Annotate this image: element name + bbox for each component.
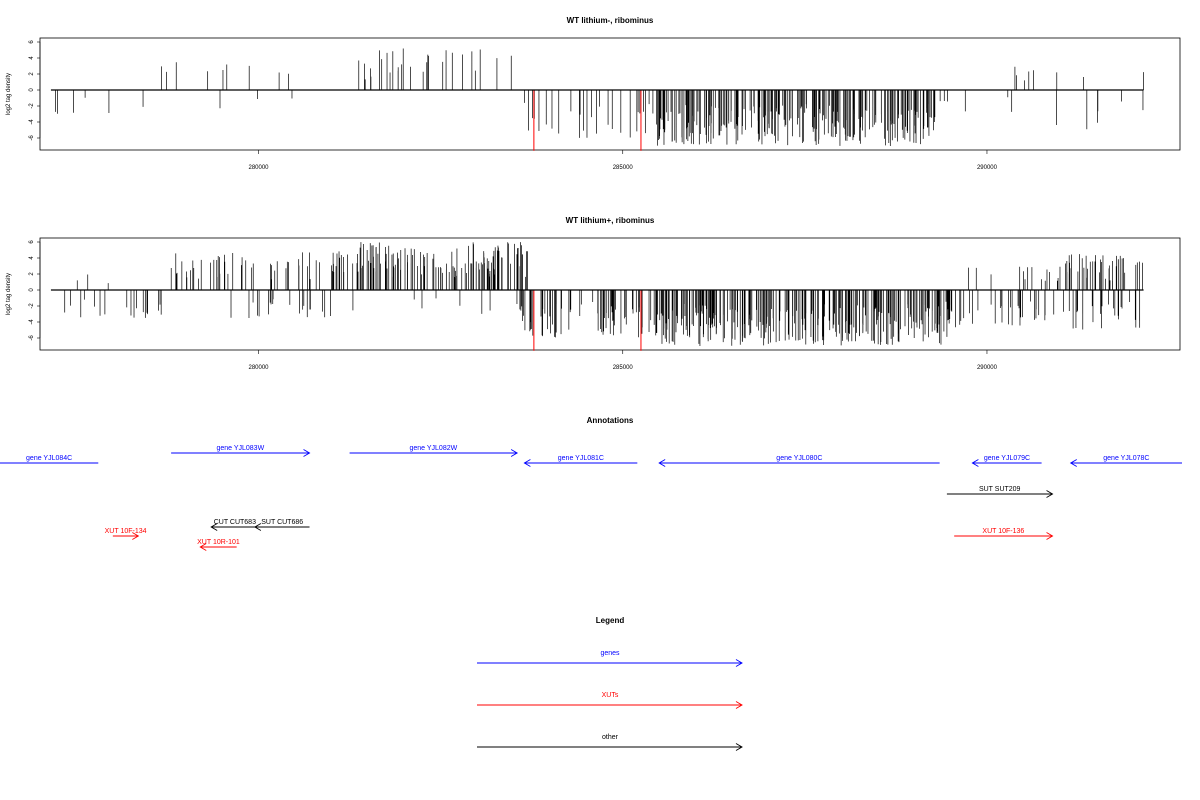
y-tick-label: 6 (29, 240, 35, 244)
x-axis: 280000 285000 290000 (249, 150, 998, 171)
legend-item: genes (477, 650, 743, 667)
annotation-feature: XUT 10F-136 (954, 528, 1054, 540)
y-tick-label: -4 (29, 319, 35, 325)
x-tick-label: 285000 (613, 165, 634, 171)
panel-title: WT lithium-, ribominus (567, 16, 654, 25)
arrow-left-icon (971, 459, 979, 467)
feature-label: gene YJL081C (558, 455, 604, 462)
annotation-feature: XUT 10R-101 (197, 539, 240, 551)
arrow-right-icon (735, 701, 743, 709)
annotation-feature: gene YJL078C (1069, 455, 1182, 467)
y-axis-label: log2 tag density (6, 273, 12, 315)
y-tick-label: -2 (29, 303, 35, 309)
annotation-feature: gene YJL079C (971, 455, 1042, 467)
x-tick-label: 290000 (977, 165, 998, 171)
legend-label: other (602, 734, 619, 741)
y-tick-label: -4 (29, 119, 35, 125)
arrow-right-icon (735, 659, 743, 667)
x-tick-label: 285000 (613, 365, 634, 371)
y-tick-label: 4 (29, 256, 35, 260)
y-tick-label: 0 (29, 288, 35, 292)
legend-label: XUTs (602, 692, 619, 699)
y-tick-label: 4 (29, 56, 35, 60)
annotations-title: Annotations (587, 416, 634, 425)
red-marks (533, 90, 642, 151)
arrow-right-icon (1046, 490, 1054, 498)
feature-label: gene YJL078C (1103, 455, 1149, 462)
y-tick-label: -6 (29, 335, 35, 341)
y-tick-label: 2 (29, 272, 35, 276)
plot-frame (39, 37, 1181, 151)
annotation-feature: gene YJL083W (171, 445, 311, 457)
x-tick-label: 280000 (249, 365, 270, 371)
feature-label: CUT CUT683 (214, 519, 256, 526)
panel-title: WT lithium+, ribominus (566, 216, 655, 225)
annotation-feature: CUT CUT683 (210, 519, 259, 531)
arrow-right-icon (132, 532, 140, 540)
x-axis: 280000 285000 290000 (249, 350, 998, 371)
legend-label: genes (600, 650, 620, 657)
y-tick-label: 6 (29, 40, 35, 44)
y-tick-label: -6 (29, 135, 35, 141)
annotation-feature: SUT SUT209 (946, 486, 1054, 498)
track-panel-lithium-plus: WT lithium+, ribominus log2 tag density … (6, 216, 1181, 371)
y-tick-label: 0 (29, 88, 35, 92)
legend-item: XUTs (477, 692, 743, 709)
annotation-feature: SUT CUT686 (253, 519, 310, 531)
density-bar-path (55, 48, 1144, 146)
feature-list: gene YJL084C gene YJL083W gene YJL082W gene… (0, 445, 1182, 551)
red-marks (533, 290, 642, 351)
feature-label: SUT SUT209 (979, 486, 1021, 493)
arrow-left-icon (199, 543, 207, 551)
feature-label: gene YJL080C (776, 455, 822, 462)
arrow-right-icon (303, 449, 311, 457)
y-axis: -6 -4 -2 0 2 4 6 (29, 240, 41, 341)
annotation-feature: gene YJL080C (658, 455, 940, 467)
legend-item: other (477, 734, 743, 751)
x-tick-label: 290000 (977, 365, 998, 371)
legend: Legend genes XUTs other (477, 616, 743, 751)
feature-label: XUT 10F-134 (105, 528, 147, 535)
arrow-right-icon (1046, 532, 1054, 540)
arrow-right-icon (510, 449, 519, 457)
annotation-feature: XUT 10F-134 (105, 528, 147, 540)
arrow-left-icon (658, 459, 666, 467)
arrow-right-icon (735, 743, 743, 751)
density-bars (64, 242, 1143, 346)
annotation-feature: gene YJL084C (0, 455, 99, 464)
density-bar-path (64, 242, 1143, 346)
track-panel-lithium-minus: WT lithium-, ribominus log2 tag density … (6, 16, 1181, 171)
arrow-left-icon (1069, 459, 1077, 467)
y-axis-label: log2 tag density (6, 73, 12, 115)
x-tick-label: 280000 (249, 165, 270, 171)
feature-label: gene YJL083W (216, 445, 264, 452)
y-tick-label: -2 (29, 103, 35, 109)
feature-label: gene YJL084C (26, 455, 72, 462)
feature-label: gene YJL079C (984, 455, 1030, 462)
y-tick-label: 2 (29, 72, 35, 76)
feature-label: SUT CUT686 (261, 519, 303, 526)
density-bars (55, 48, 1144, 146)
arrow-left-icon (523, 459, 531, 467)
arrow-left-icon (253, 523, 262, 531)
annotation-feature: gene YJL081C (523, 455, 638, 467)
arrow-left-icon (210, 523, 218, 531)
feature-label: XUT 10R-101 (197, 539, 240, 546)
feature-label: gene YJL082W (409, 445, 457, 452)
legend-title: Legend (596, 616, 625, 625)
feature-label: XUT 10F-136 (982, 528, 1024, 535)
legend-items: genes XUTs other (477, 650, 743, 751)
y-axis: -6 -4 -2 0 2 4 6 (29, 40, 41, 141)
annotation-feature: gene YJL082W (349, 445, 519, 457)
